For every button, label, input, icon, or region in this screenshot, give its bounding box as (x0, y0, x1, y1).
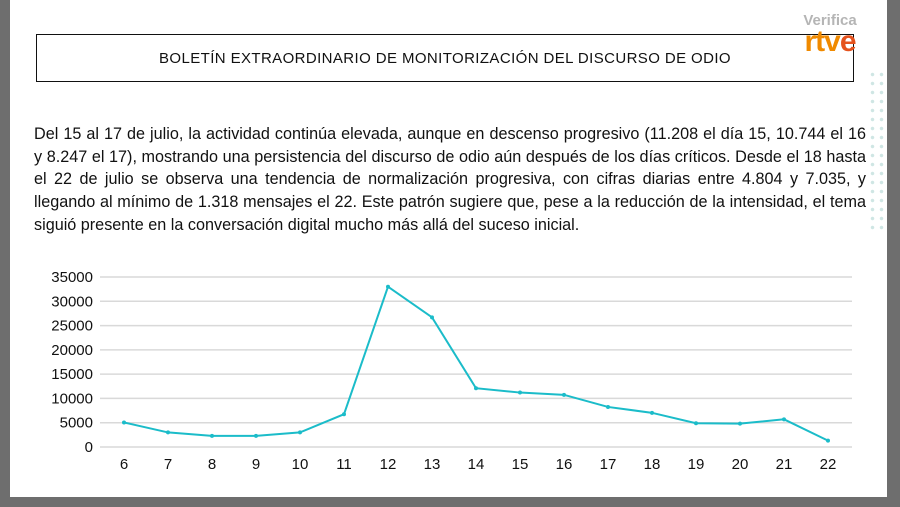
data-point (562, 392, 566, 397)
x-tick-label: 10 (292, 456, 309, 473)
data-point (386, 284, 390, 289)
decorative-dots (868, 70, 888, 230)
data-point (342, 412, 346, 417)
y-tick-label: 35000 (51, 269, 93, 286)
x-tick-label: 20 (732, 456, 749, 473)
x-tick-label: 19 (688, 456, 705, 473)
y-tick-label: 0 (85, 439, 93, 456)
y-tick-label: 10000 (51, 390, 93, 407)
data-point (782, 417, 786, 422)
data-point (518, 390, 522, 395)
body-paragraph: Del 15 al 17 de julio, la actividad cont… (34, 125, 866, 234)
data-point (826, 438, 830, 443)
data-point (694, 421, 698, 426)
page-title: BOLETÍN EXTRAORDINARIO DE MONITORIZACIÓN… (36, 34, 854, 82)
data-point (166, 430, 170, 435)
x-tick-label: 9 (252, 456, 260, 473)
x-tick-label: 16 (556, 456, 573, 473)
data-point (606, 404, 610, 409)
series-line (123, 285, 829, 442)
data-point (650, 410, 654, 415)
x-tick-label: 8 (208, 456, 216, 473)
y-tick-label: 20000 (51, 342, 93, 359)
verifica-label: Verifica (803, 12, 857, 29)
x-tick-label: 18 (644, 456, 661, 473)
data-point (738, 421, 742, 426)
x-tick-label: 15 (512, 456, 529, 473)
rtve-logo: Verifica rtve (780, 12, 880, 58)
data-point (474, 386, 478, 391)
y-tick-label: 15000 (51, 366, 93, 383)
x-tick-label: 11 (336, 456, 352, 473)
x-tick-label: 14 (468, 456, 485, 473)
x-tick-label: 17 (600, 456, 617, 473)
data-point (210, 433, 214, 438)
slide: BOLETÍN EXTRAORDINARIO DE MONITORIZACIÓN… (10, 0, 888, 497)
data-point (298, 430, 302, 435)
data-point (122, 420, 126, 425)
y-tick-label: 5000 (60, 415, 93, 432)
x-tick-label: 22 (820, 456, 837, 473)
x-tick-label: 13 (424, 456, 441, 473)
data-point (254, 433, 258, 438)
data-point (430, 315, 434, 320)
x-tick-label: 6 (120, 456, 128, 473)
y-tick-label: 25000 (51, 318, 93, 335)
y-tick-label: 30000 (51, 293, 93, 310)
rtve-wordmark: rtve (804, 25, 856, 58)
x-tick-label: 12 (380, 456, 397, 473)
x-tick-label: 7 (164, 456, 172, 473)
x-tick-label: 21 (776, 456, 793, 473)
